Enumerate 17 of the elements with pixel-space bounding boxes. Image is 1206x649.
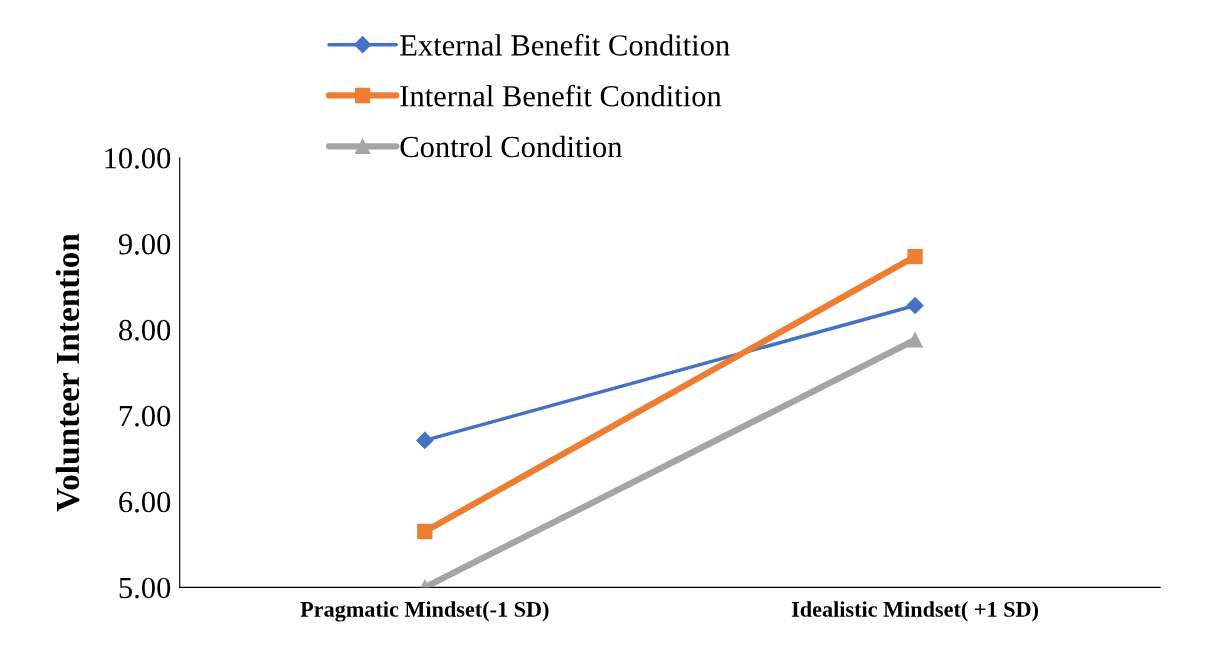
point xyxy=(417,523,433,540)
y-axis-title: Volunteer Intention xyxy=(55,233,80,512)
y-tick-label: 7.00 xyxy=(119,405,171,427)
x-tick-label: Pragmatic Mindset(-1 SD) xyxy=(300,601,549,622)
y-tick-label: 9.00 xyxy=(118,233,171,255)
y-tick-label: 6.00 xyxy=(119,491,171,513)
legend-label: Internal Benefit Condition xyxy=(400,84,722,107)
point xyxy=(907,248,923,265)
point xyxy=(907,332,923,348)
point xyxy=(906,296,924,315)
y-tick-label: 5.00 xyxy=(119,577,171,599)
point xyxy=(416,431,434,449)
y-tick-label: 8.00 xyxy=(119,319,171,341)
y-tick-label: 10.00 xyxy=(105,147,171,169)
x-tick-label: Idealistic Mindset( +1 SD) xyxy=(791,601,1038,622)
legend-label: External Benefit Condition xyxy=(400,33,730,56)
legend-label: Control Condition xyxy=(400,135,623,158)
